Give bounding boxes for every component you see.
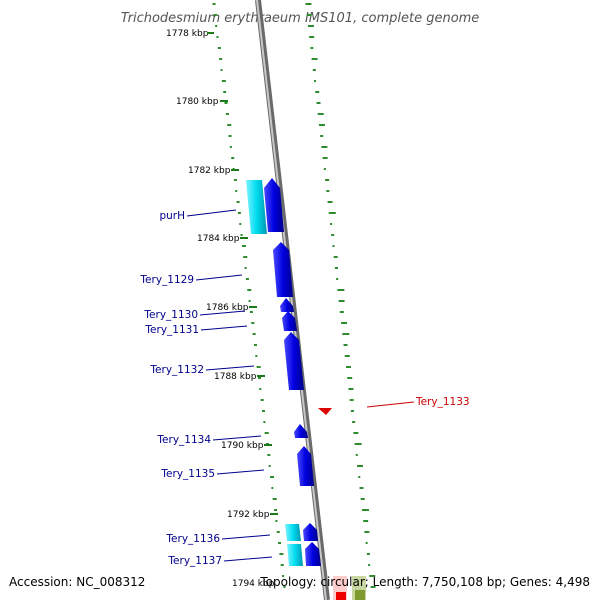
map-title: Trichodesmium erythraeum IMS101, complet… [121, 11, 480, 26]
gene-tery-1133[interactable] [318, 408, 332, 415]
gene-label-tery-1137[interactable]: Tery_1137 [167, 555, 222, 567]
gene-label-tery-1133[interactable]: Tery_1133 [415, 396, 470, 408]
gene-label-tery-1129[interactable]: Tery_1129 [139, 274, 194, 286]
legend-block-red [336, 592, 346, 600]
gene-label-tery-1131[interactable]: Tery_1131 [144, 324, 199, 336]
gene-tery-1137-rna[interactable] [287, 544, 303, 566]
legend-block-green [355, 590, 365, 600]
gene-label-tery-1130[interactable]: Tery_1130 [143, 309, 198, 321]
gene-label-tery-1136[interactable]: Tery_1136 [165, 533, 220, 545]
kbp-label: 1788 kbp [214, 372, 257, 382]
gene-purH-rna[interactable] [246, 180, 267, 234]
gene-tery-1129[interactable] [273, 242, 293, 297]
kbp-label: 1782 kbp [188, 166, 231, 176]
gc-content-track-outer [305, 3, 376, 588]
kbp-label: 1786 kbp [206, 303, 249, 313]
gene-tery-1130[interactable] [280, 298, 294, 312]
gene-tery-1132[interactable] [284, 332, 304, 390]
kbp-scale: 1778 kbp 1780 kbp 1782 kbp 1784 kbp 1786… [166, 29, 275, 589]
kbp-label: 1778 kbp [166, 29, 209, 39]
gene-labels: purH Tery_1129 Tery_1130 Tery_1131 Tery_… [139, 210, 469, 567]
kbp-label: 1784 kbp [197, 234, 240, 244]
topology-label: Topology: circular; Length: 7,750,108 bp… [259, 575, 590, 589]
kbp-label: 1794 kbp [232, 579, 275, 589]
gene-label-tery-1135[interactable]: Tery_1135 [160, 468, 215, 480]
backbone-highlight [256, 0, 327, 600]
kbp-label: 1780 kbp [176, 97, 219, 107]
gene-label-leaders [186, 209, 273, 562]
kbp-label: 1790 kbp [221, 441, 264, 451]
gene-label-leader-red [366, 401, 415, 408]
gene-label-purH[interactable]: purH [159, 210, 185, 222]
gene-features [246, 178, 332, 566]
gene-label-tery-1134[interactable]: Tery_1134 [156, 434, 211, 446]
kbp-ticks [207, 32, 278, 515]
kbp-label: 1792 kbp [227, 510, 270, 520]
gene-tery-1136[interactable] [303, 523, 318, 541]
gene-tery-1136-rna[interactable] [285, 524, 301, 541]
accession-label: Accession: NC_008312 [9, 575, 145, 589]
gene-tery-1134[interactable] [294, 424, 308, 438]
gene-tery-1137[interactable] [305, 542, 321, 566]
gene-tery-1131[interactable] [282, 311, 297, 331]
gene-purH[interactable] [264, 178, 284, 232]
gene-label-tery-1132[interactable]: Tery_1132 [149, 364, 204, 376]
gc-content-track-inner [212, 3, 286, 588]
gene-tery-1135[interactable] [297, 446, 314, 486]
